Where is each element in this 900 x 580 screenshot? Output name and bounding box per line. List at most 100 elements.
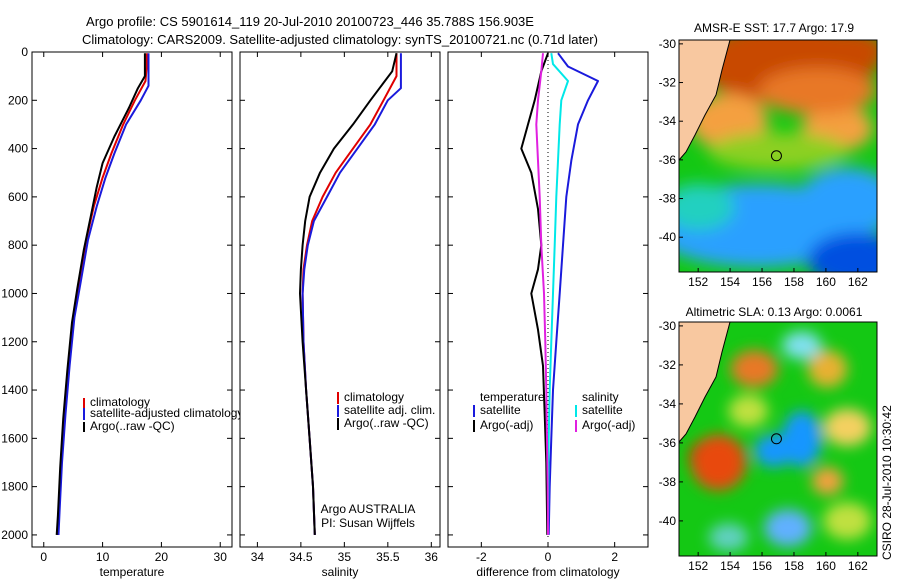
x-tick-label: 0	[40, 550, 47, 564]
field-anomaly	[781, 331, 822, 360]
timestamp-side-label: CSIRO 28-Jul-2010 10:30:42	[880, 405, 894, 560]
x-tick-label: 158	[784, 275, 804, 289]
legend-heading-temperature: temperature	[480, 390, 545, 404]
x-tick-label: 34	[251, 550, 265, 564]
x-tick-label: 10	[96, 550, 110, 564]
legend-label-satellite: satellite adj. clim.	[344, 403, 435, 417]
y-tick-label: 200	[8, 93, 28, 107]
salinity-legend: climatology satellite adj. clim. Argo(..…	[337, 390, 435, 430]
legend-label-satellite: satellite-adjusted climatology	[90, 406, 243, 420]
y-tick-label: 2000	[1, 528, 28, 542]
legend-label-temp-satellite: satellite	[480, 403, 521, 417]
x-tick-label: -2	[476, 550, 487, 564]
y-tick-label: -40	[659, 514, 677, 528]
x-tick-label: 154	[720, 559, 740, 573]
legend-label-sal-argo: Argo(-adj)	[582, 418, 635, 432]
coastline	[679, 40, 731, 161]
x-tick-label: 2	[611, 550, 618, 564]
sla-map-title: Altimetric SLA: 0.13 Argo: 0.0061	[686, 305, 863, 319]
temperature-panel: 0 10 20 30 0 200 400 600 800 1000 1200 1400 1600 1800…	[1, 45, 243, 579]
sla-heatmap	[679, 322, 877, 556]
y-tick-label: -36	[659, 153, 677, 167]
sst-map-title: AMSR-E SST: 17.7 Argo: 17.9	[694, 21, 854, 35]
series-line-temperature-satellite	[547, 52, 599, 535]
y-tick-label: 800	[8, 238, 28, 252]
y-tick-label: 600	[8, 190, 28, 204]
legend-label-climatology: climatology	[90, 395, 150, 409]
field-anomaly	[823, 408, 872, 447]
x-tick-label: 156	[752, 275, 772, 289]
series-line-argo-raw-qc	[55, 53, 146, 535]
land-mask	[679, 322, 730, 442]
field-anomaly	[754, 434, 794, 468]
figure-title-line2: Climatology: CARS2009. Satellite-adjuste…	[82, 32, 598, 47]
x-tick-label: 36	[425, 550, 439, 564]
y-tick-label: -32	[659, 358, 677, 372]
y-tick-label: 1200	[1, 335, 28, 349]
x-tick-label: 158	[784, 559, 804, 573]
sst-field-features	[679, 40, 877, 272]
x-tick-label: 20	[155, 550, 169, 564]
salinity-axes-frame	[239, 51, 441, 548]
salinity-panel: 34 34.5 35 35.5 36 salinity climatology sate…	[239, 51, 441, 579]
temperature-legend: climatology satellite-adjusted climatolo…	[83, 395, 243, 433]
legend-label-climatology: climatology	[344, 390, 404, 404]
x-tick-label: 0	[545, 550, 552, 564]
y-tick-label: 1800	[1, 480, 28, 494]
x-tick-label: 35	[338, 550, 352, 564]
y-tick-label: 400	[8, 142, 28, 156]
x-tick-label: 152	[688, 275, 708, 289]
field-anomaly	[758, 67, 877, 115]
sla-field-features	[688, 331, 872, 552]
sla-map-frame	[678, 321, 878, 557]
field-anomaly	[679, 183, 735, 231]
x-tick-label: 154	[720, 275, 740, 289]
field-anomaly	[823, 502, 872, 540]
y-tick-label: -36	[659, 436, 677, 450]
x-tick-label: 162	[848, 275, 868, 289]
sst-map-panel: AMSR-E SST: 17.7 Argo: 17.9 152 154 156 158…	[659, 21, 878, 289]
y-tick-label: -32	[659, 76, 677, 90]
figure-title-line1: Argo profile: CS 5901614_119 20-Jul-2010…	[86, 14, 534, 29]
y-tick-label: -38	[659, 475, 677, 489]
y-tick-label: -38	[659, 192, 677, 206]
coastline	[679, 322, 731, 443]
y-tick-label: 1400	[1, 383, 28, 397]
field-anomaly	[708, 523, 749, 552]
series-line-satellite-adjusted-climatology	[57, 53, 150, 535]
field-anomaly	[807, 350, 848, 388]
field-anomaly	[690, 434, 747, 491]
x-tick-label: 35.5	[376, 550, 400, 564]
field-anomaly	[728, 394, 769, 428]
temperature-xlabel: temperature	[100, 565, 165, 579]
difference-xlabel: difference from climatology	[476, 565, 619, 579]
x-tick-label: 34.5	[289, 550, 313, 564]
y-tick-label: 1000	[1, 286, 28, 300]
legend-label-argo: Argo(..raw -QC)	[90, 419, 175, 433]
series-line-salinity-argo-adj	[535, 53, 549, 535]
x-tick-label: 162	[848, 559, 868, 573]
x-tick-label: 160	[816, 559, 836, 573]
legend-label-temp-argo: Argo(-adj)	[480, 418, 533, 432]
y-tick-label: 1600	[1, 431, 28, 445]
sst-map-frame	[678, 39, 878, 273]
legend-label-sal-satellite: satellite	[582, 403, 623, 417]
difference-panel: -2 0 2 difference from climatology tempera…	[447, 51, 649, 579]
sst-heatmap	[679, 40, 877, 272]
field-anomaly	[807, 40, 877, 75]
series-line-argo-raw-qc	[299, 52, 398, 535]
y-tick-label: 0	[21, 45, 28, 59]
temperature-axes-frame	[31, 51, 233, 548]
sla-map-panel: Altimetric SLA: 0.13 Argo: 0.0061 152 154…	[659, 305, 878, 573]
field-anomaly	[764, 509, 812, 547]
y-tick-label: -30	[659, 319, 677, 333]
y-tick-label: -34	[659, 114, 677, 128]
x-tick-label: 160	[816, 275, 836, 289]
legend-label-argo: Argo(..raw -QC)	[344, 416, 429, 430]
x-tick-label: 30	[214, 550, 228, 564]
difference-legend: temperature satellite Argo(-adj) salinit…	[473, 390, 635, 432]
field-anomaly	[807, 232, 877, 272]
x-tick-label: 152	[688, 559, 708, 573]
salinity-xlabel: salinity	[322, 565, 359, 579]
